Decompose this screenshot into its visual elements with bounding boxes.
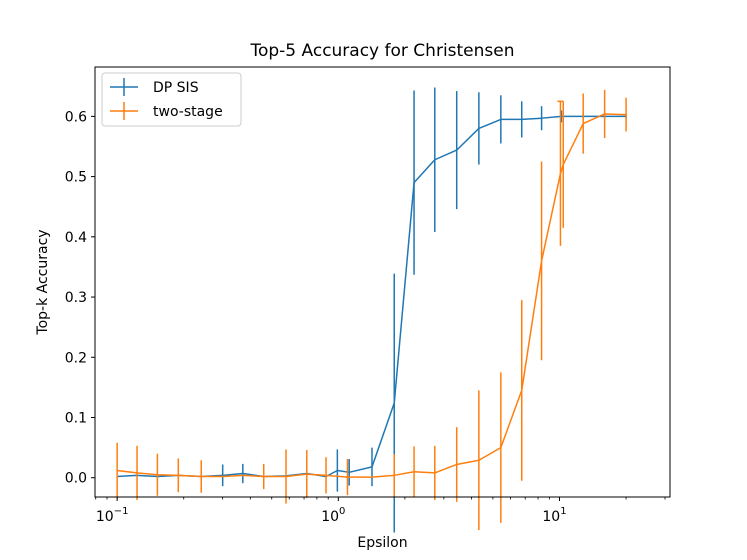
x-tick-label: 101 (542, 506, 566, 525)
series-line (117, 113, 627, 478)
y-tick-label: 0.5 (65, 170, 87, 186)
legend-label: two-stage (153, 104, 223, 120)
y-tick-label: 0.2 (65, 350, 87, 366)
legend-label: DP SIS (153, 80, 199, 96)
series-layer (116, 87, 627, 533)
plot-area: 0.0 0.1 0.2 0.3 0.4 0.5 0.6 10−1 100 101 (65, 66, 671, 533)
series-two-stage (116, 89, 627, 531)
legend: DP SIS two-stage (101, 72, 242, 127)
axes-frame (94, 66, 671, 498)
y-tick-label: 0.1 (65, 411, 87, 427)
y-tick-label: 0.0 (65, 471, 87, 487)
y-axis: 0.0 0.1 0.2 0.3 0.4 0.5 0.6 (65, 109, 95, 487)
chart-title: Top-5 Accuracy for Christensen (249, 41, 514, 61)
y-tick-label: 0.3 (65, 290, 87, 306)
y-tick-label: 0.4 (65, 230, 87, 246)
x-axis: 10−1 100 101 (95, 497, 666, 525)
x-axis-label: Epsilon (357, 535, 407, 551)
x-tick-label: 10−1 (96, 506, 129, 525)
x-tick-label: 100 (321, 506, 345, 525)
y-tick-label: 0.6 (65, 109, 87, 125)
y-axis-label: Top-k Accuracy (35, 229, 51, 335)
